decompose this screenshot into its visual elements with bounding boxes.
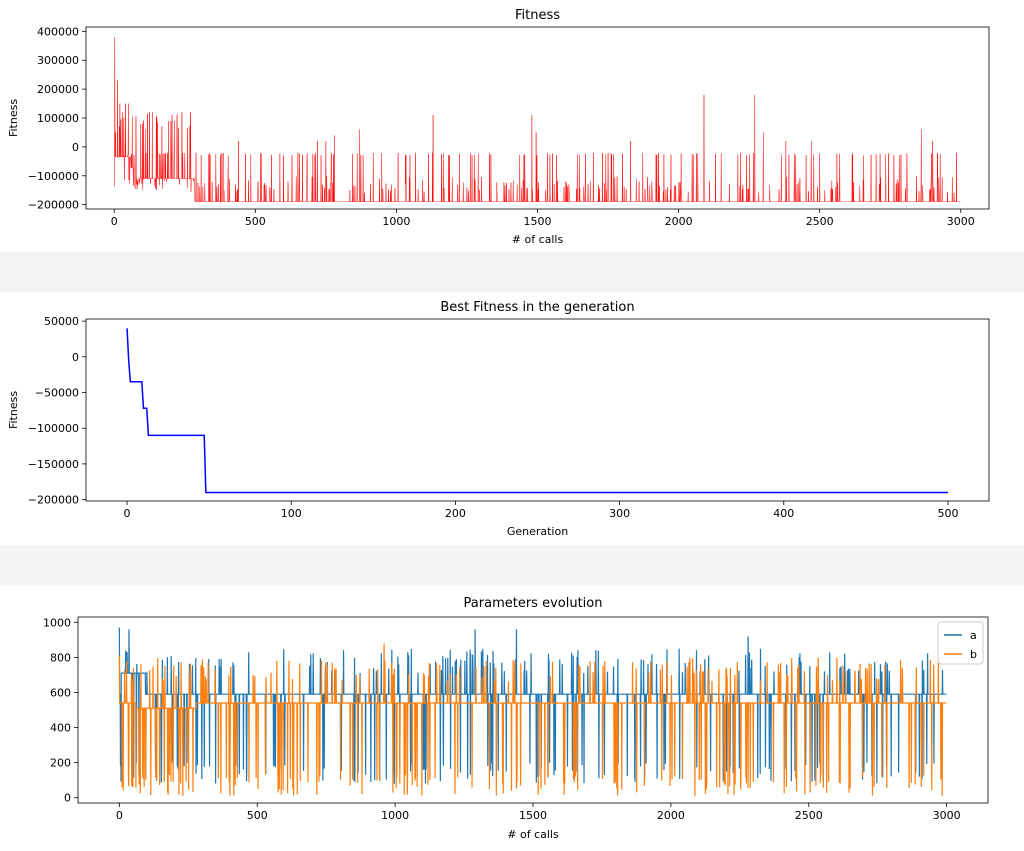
parameters-x-tick-label: 3000: [933, 809, 961, 822]
fitness-x-tick-label: 2500: [806, 215, 834, 228]
best-fitness-plot-frame: [85, 318, 990, 502]
best-fitness-x-axis-label: Generation: [507, 525, 568, 538]
fitness-y-tick-label: 400000: [37, 25, 79, 38]
fitness-title: Fitness: [515, 8, 560, 23]
fitness-plot-frame: [85, 26, 990, 210]
fitness-y-tick-label: 200000: [37, 83, 79, 96]
best-fitness-y-axis-label: Fitness: [7, 391, 20, 429]
fitness-chart: Fitness 0 500 1000 1500 2000 2500 3000 −200000 −1…: [7, 8, 990, 246]
parameters-plot-frame: [77, 616, 989, 804]
parameter-series-a-line: [118, 627, 947, 784]
fitness-x-tick-label: 2000: [665, 215, 693, 228]
parameters-y-tick-label: 1000: [43, 616, 71, 629]
fitness-y-axis-label: Fitness: [7, 99, 20, 137]
best-fitness-chart: Best Fitness in the generation 0 100 200 300…: [7, 300, 990, 538]
fitness-y-tick-label: 0: [72, 141, 79, 154]
parameters-y-tick-label: 800: [50, 651, 71, 664]
best-fitness-y-tick-label: 50000: [44, 315, 79, 328]
best-fitness-series-line: [126, 328, 948, 494]
parameters-x-tick-label: 500: [247, 809, 268, 822]
fitness-x-tick-label: 0: [111, 215, 118, 228]
best-fitness-x-tick-label: 0: [124, 507, 131, 520]
best-fitness-y-tick-label: −50000: [35, 387, 79, 400]
parameters-x-tick-label: 1500: [519, 809, 547, 822]
best-fitness-y-tick-label: 0: [72, 351, 79, 364]
fitness-x-tick-label: 500: [245, 215, 266, 228]
fitness-y-tick-label: −100000: [28, 170, 79, 183]
best-fitness-y-tick-label: −200000: [28, 494, 79, 507]
parameters-x-tick-label: 1000: [381, 809, 409, 822]
fitness-x-axis-label: # of calls: [512, 233, 564, 246]
best-fitness-chart-panel: Best Fitness in the generation 0 100 200 300…: [0, 292, 1024, 545]
parameters-chart-panel: Parameters evolution 0 500 1000 1500 2000 2500…: [0, 585, 1024, 851]
fitness-x-tick-label: 1500: [524, 215, 552, 228]
fitness-chart-panel: Fitness 0 500 1000 1500 2000 2500 3000 −200000 −1…: [0, 0, 1024, 252]
parameters-y-tick-label: 400: [50, 722, 71, 735]
parameters-y-tick-label: 0: [64, 792, 71, 805]
parameters-title: Parameters evolution: [464, 596, 603, 611]
fitness-series-line: [113, 37, 961, 203]
fitness-x-tick-label: 3000: [947, 215, 975, 228]
parameters-y-tick-label: 200: [50, 757, 71, 770]
legend-label-a: a: [970, 629, 977, 642]
parameters-x-tick-label: 2000: [657, 809, 685, 822]
fitness-x-tick-label: 1000: [382, 215, 410, 228]
best-fitness-x-tick-label: 200: [445, 507, 466, 520]
fitness-y-tick-label: −200000: [28, 199, 79, 212]
parameter-series-b-line: [118, 643, 947, 796]
parameters-x-tick-label: 0: [116, 809, 123, 822]
parameters-x-axis-label: # of calls: [507, 828, 559, 841]
fitness-y-tick-label: 100000: [37, 112, 79, 125]
best-fitness-x-tick-label: 400: [773, 507, 794, 520]
best-fitness-title: Best Fitness in the generation: [440, 300, 634, 315]
fitness-y-tick-label: 300000: [37, 54, 79, 67]
best-fitness-y-tick-label: −100000: [28, 422, 79, 435]
parameters-x-tick-label: 2500: [795, 809, 823, 822]
legend-label-b: b: [970, 648, 977, 661]
best-fitness-x-tick-label: 100: [281, 507, 302, 520]
best-fitness-y-tick-label: −150000: [28, 458, 79, 471]
best-fitness-x-tick-label: 300: [609, 507, 630, 520]
parameters-y-tick-label: 600: [50, 686, 71, 699]
best-fitness-x-tick-label: 500: [937, 507, 958, 520]
